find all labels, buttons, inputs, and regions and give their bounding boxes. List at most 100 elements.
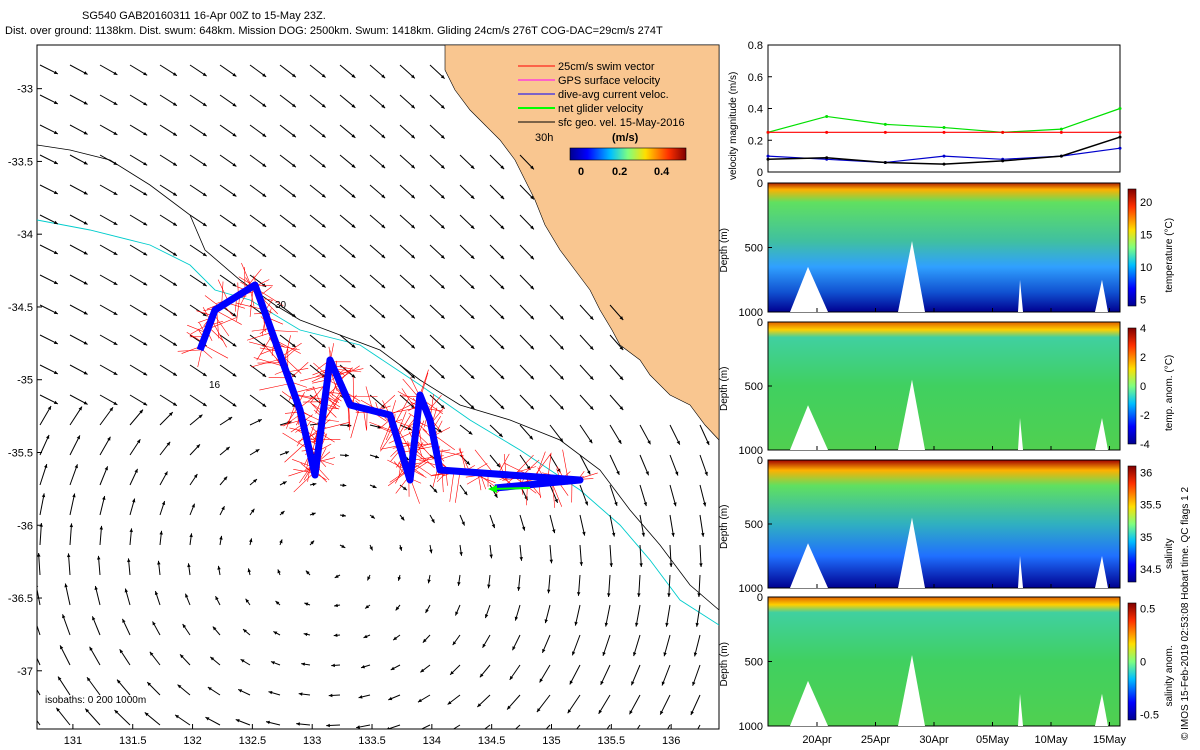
velocity-arrowhead <box>407 426 412 431</box>
velocity-arrowhead <box>381 374 386 379</box>
velocity-arrowhead <box>321 343 326 348</box>
velocity-arrowhead <box>665 622 669 627</box>
velocity-arrowhead <box>72 493 76 498</box>
velocity-arrowhead <box>411 74 415 79</box>
date-label-5: 15May <box>1093 734 1127 746</box>
velocity-arrowhead <box>440 164 445 169</box>
depth-ylabel-1: Depth (m) <box>719 367 730 411</box>
swim-vector <box>369 421 396 433</box>
velocity-arrowhead <box>291 133 296 138</box>
velocity-arrowhead <box>232 402 237 407</box>
velocity-arrowhead <box>143 311 148 316</box>
velocity-arrow <box>39 493 45 516</box>
velocity-arrow <box>69 435 81 456</box>
velocity-arrowhead <box>159 530 163 535</box>
velocity-arrowhead <box>285 451 290 455</box>
velocity-arrowhead <box>58 676 62 681</box>
velocity-arrowhead <box>321 193 326 198</box>
velocity-arrowhead <box>500 165 505 170</box>
velocity-arrowhead <box>76 435 80 440</box>
swim-vector <box>271 330 298 333</box>
velocity-arrowhead <box>60 645 64 650</box>
velocity-point-3-1 <box>825 156 829 160</box>
land-mass <box>444 45 719 441</box>
velocity-arrowhead <box>255 449 260 453</box>
velocity-arrow <box>608 574 611 597</box>
velocity-point-3-3 <box>942 162 946 166</box>
velocity-arrowhead <box>83 251 88 255</box>
velocity-arrowhead <box>529 435 533 440</box>
velocity-arrowhead <box>53 310 58 314</box>
swim-vector <box>284 441 308 463</box>
cbar-tick-label-1-4: -4 <box>1140 439 1150 451</box>
velocity-arrowhead <box>107 436 111 441</box>
depth-tick-label-2-0: 0 <box>757 455 763 467</box>
velocity-arrowhead <box>172 282 177 286</box>
velocity-arrowhead <box>361 665 365 669</box>
velocity-arrowhead <box>381 344 386 349</box>
velocity-arrowhead <box>455 611 459 616</box>
velocity-arrowhead <box>669 563 673 567</box>
velocity-arrowhead <box>351 134 356 138</box>
velocity-arrowhead <box>291 193 296 198</box>
velocity-plot-frame <box>767 44 1121 173</box>
velocity-arrowhead <box>609 563 613 567</box>
velocity-arrowhead <box>301 662 306 666</box>
velocity-arrowhead <box>310 540 315 545</box>
velocity-arrow <box>38 553 41 576</box>
velocity-arrowhead <box>262 103 267 107</box>
velocity-arrowhead <box>232 222 237 227</box>
velocity-arrowhead <box>427 579 431 584</box>
velocity-arrowhead <box>143 371 148 376</box>
velocity-arrowhead <box>381 104 386 109</box>
velocity-arrowhead <box>431 518 435 523</box>
heatmap-colorbar-1 <box>1127 327 1137 445</box>
velocity-arrowhead <box>333 633 338 638</box>
velocity-arrow <box>699 514 704 537</box>
velocity-arrowhead <box>245 598 250 603</box>
velocity-arrowhead <box>119 649 124 654</box>
velocity-point-1-4 <box>1001 130 1005 134</box>
velocity-arrowhead <box>275 601 280 605</box>
nodata-gap <box>1095 418 1108 450</box>
velocity-arrowhead <box>514 616 519 621</box>
velocity-arrowhead <box>358 695 363 699</box>
velocity-arrowhead <box>207 687 212 691</box>
velocity-arrow <box>69 493 76 516</box>
velocity-arrowhead <box>83 281 88 285</box>
velocity-arrowhead <box>247 568 251 573</box>
velocity-arrowhead <box>417 698 422 703</box>
velocity-arrowhead <box>147 682 152 686</box>
footer-credit: © IMOS 15-Feb-2019 02:53:08 Hobart time.… <box>1180 486 1191 740</box>
velocity-arrowhead <box>706 441 710 446</box>
velocity-arrowhead <box>400 516 405 521</box>
velocity-arrowhead <box>143 281 148 286</box>
velocity-arrowhead <box>536 708 541 713</box>
velocity-arrowhead <box>500 225 505 230</box>
velocity-arrowhead <box>321 223 326 228</box>
velocity-arrowhead <box>172 312 177 316</box>
nodata-gap <box>1018 279 1023 312</box>
velocity-arrowhead <box>266 720 270 725</box>
velocity-arrowhead <box>143 191 148 196</box>
velocity-arrowhead <box>196 444 200 449</box>
velocity-arrowhead <box>86 677 91 682</box>
velocity-arrowhead <box>487 584 491 589</box>
legend-net: net glider velocity <box>558 103 643 115</box>
heatmap-clabel-0: temperature (°C) <box>1164 218 1175 293</box>
velocity-arrowhead <box>232 192 237 197</box>
velocity-arrow <box>39 434 50 456</box>
velocity-arrow <box>37 719 41 726</box>
velocity-arrowhead <box>398 546 403 551</box>
velocity-arrowhead <box>249 538 253 543</box>
velocity-arrowhead <box>134 468 138 473</box>
velocity-arrowhead <box>489 554 493 559</box>
velocity-arrowhead <box>425 608 429 613</box>
velocity-arrowhead <box>143 161 148 166</box>
map-ytick-label-3: -34.5 <box>8 302 33 314</box>
nodata-gap <box>1018 693 1023 726</box>
velocity-arrowhead <box>701 532 705 537</box>
velocity-arrowhead <box>643 502 647 507</box>
swim-vector <box>213 313 230 337</box>
velocity-arrowhead <box>109 407 114 412</box>
